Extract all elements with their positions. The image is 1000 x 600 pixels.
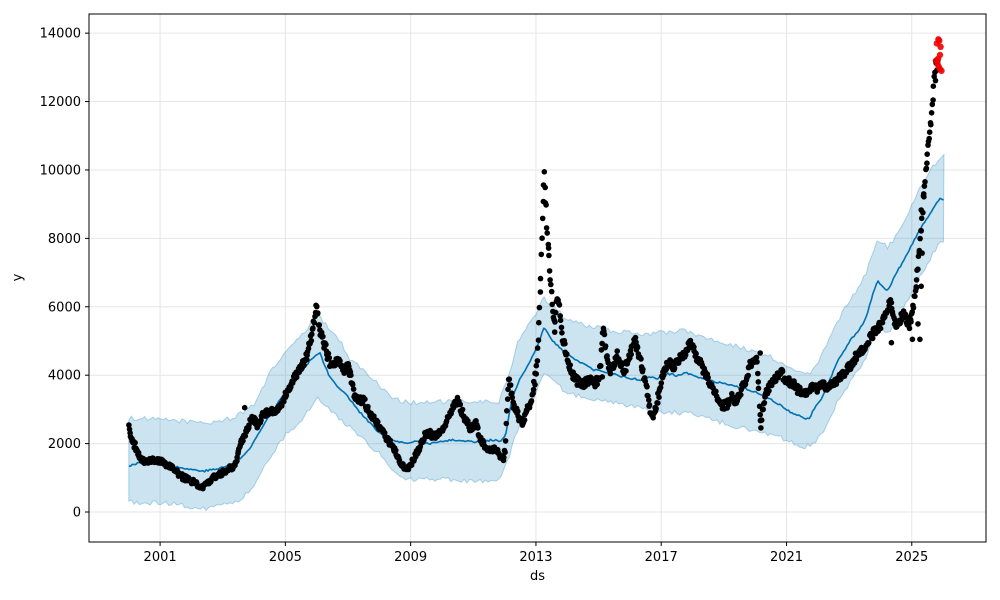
x-tick-label: 2001: [144, 550, 177, 565]
y-tick-label: 6000: [48, 300, 81, 315]
y-tick-label: 0: [73, 506, 81, 521]
y-tick-label: 8000: [48, 232, 81, 247]
x-tick-label: 2021: [770, 550, 803, 565]
x-tick-label: 2013: [519, 550, 552, 565]
anomaly-points: [933, 36, 945, 75]
uncertainty-band: [128, 153, 945, 512]
uncertainty-band-group: [128, 153, 945, 512]
x-axis-label: ds: [529, 569, 546, 584]
y-tick-label: 4000: [48, 369, 81, 384]
x-axis: 2001 2005 2009 2013 2017 2021 2025: [144, 542, 928, 565]
observed-points: [126, 58, 941, 492]
grid: [89, 14, 986, 542]
y-tick-label: 2000: [48, 437, 81, 452]
y-axis: 0 2000 4000 6000 8000 10000 12000 14000: [40, 27, 89, 521]
spines: [88, 13, 987, 543]
y-tick-label: 14000: [40, 27, 81, 42]
x-tick-label: 2009: [394, 550, 427, 565]
y-axis-label: y: [10, 273, 26, 282]
y-tick-label: 12000: [40, 95, 81, 110]
x-tick-label: 2025: [895, 550, 928, 565]
x-tick-label: 2005: [269, 550, 302, 565]
plot-border: [88, 13, 987, 543]
x-tick-label: 2017: [645, 550, 678, 565]
y-tick-label: 10000: [40, 163, 81, 178]
